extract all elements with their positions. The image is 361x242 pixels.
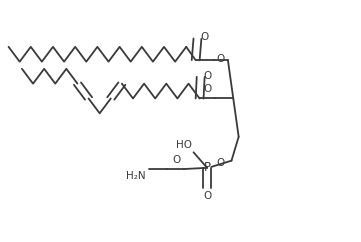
Text: HO: HO: [176, 140, 192, 150]
Text: O: O: [204, 84, 212, 94]
Text: O: O: [203, 190, 211, 201]
Text: O: O: [173, 155, 181, 166]
Text: O: O: [216, 54, 224, 64]
Text: H₂N: H₂N: [126, 171, 146, 182]
Text: O: O: [216, 158, 224, 168]
Text: O: O: [200, 32, 209, 42]
Text: P: P: [204, 161, 210, 174]
Text: O: O: [204, 71, 212, 81]
